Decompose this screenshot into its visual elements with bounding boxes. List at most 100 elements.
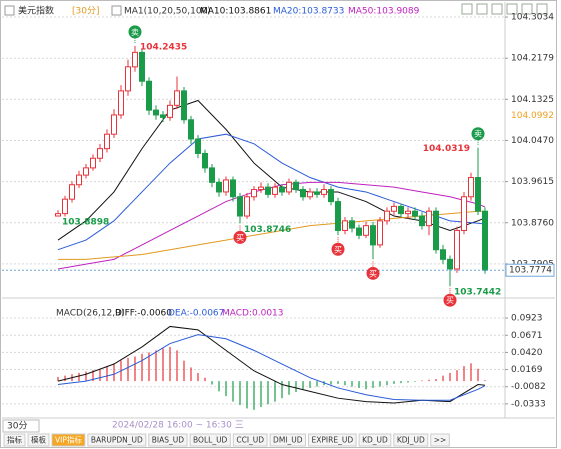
candle-body bbox=[447, 258, 453, 270]
candle-body bbox=[167, 104, 173, 118]
candle-body bbox=[181, 90, 187, 121]
icon[interactable] bbox=[476, 3, 488, 15]
y-tick-label: 104.0470 bbox=[511, 136, 554, 146]
indicator: MA1(10,20,50,100) bbox=[124, 7, 211, 17]
icon[interactable] bbox=[521, 3, 533, 15]
candle-body bbox=[426, 210, 432, 227]
legend-entry: MA10:103.8861 bbox=[200, 7, 271, 17]
tab-label[interactable]: BIAS_UD bbox=[152, 436, 184, 445]
tab-label[interactable]: 指标 bbox=[7, 435, 22, 445]
tab[interactable] bbox=[358, 433, 392, 447]
legend-entry: MA50:103.9089 bbox=[348, 7, 420, 17]
tab-label[interactable]: CCI_UD bbox=[236, 436, 264, 445]
price-label: 104.0319 bbox=[423, 144, 470, 154]
candle-body bbox=[377, 220, 383, 246]
tab[interactable] bbox=[3, 433, 26, 447]
signal-label: 卖 bbox=[474, 130, 482, 139]
tab-label[interactable]: KDJ_UD bbox=[397, 436, 425, 445]
candle-body bbox=[468, 177, 474, 198]
candle-body bbox=[258, 186, 264, 191]
y-tick-label: 103.9615 bbox=[511, 177, 554, 187]
candle-body bbox=[90, 157, 96, 169]
candle-body bbox=[237, 196, 243, 217]
tab-label[interactable]: DMI_UD bbox=[273, 436, 303, 445]
candle-body bbox=[223, 179, 229, 193]
y-tick-label: 104.2179 bbox=[511, 54, 554, 64]
signal-badge bbox=[443, 293, 457, 307]
icon bbox=[111, 5, 122, 16]
tab-label[interactable]: VIP指标 bbox=[55, 435, 82, 445]
tab[interactable] bbox=[87, 433, 147, 447]
tab[interactable] bbox=[308, 433, 357, 447]
y-tick-label: 0.0671 bbox=[511, 331, 543, 341]
y-tick-label: -0.0082 bbox=[511, 382, 546, 392]
candle-body bbox=[482, 210, 488, 271]
tab-label[interactable]: EXPIRE_UD bbox=[312, 436, 354, 445]
candle-body bbox=[69, 184, 75, 200]
candle-body bbox=[230, 179, 236, 198]
legend-entry: MACD:0.0013 bbox=[222, 309, 284, 319]
tab-label[interactable]: KD_UD bbox=[362, 436, 388, 445]
candle-body bbox=[461, 196, 467, 231]
candle-body bbox=[153, 109, 159, 116]
period-select[interactable] bbox=[2, 419, 40, 433]
candle-body bbox=[356, 227, 362, 236]
period-select-label[interactable]: 30分 bbox=[7, 421, 27, 432]
icon bbox=[4, 5, 15, 16]
candle-body bbox=[202, 152, 208, 169]
candle-body bbox=[265, 186, 271, 195]
tab[interactable] bbox=[51, 433, 86, 447]
candle-body bbox=[132, 51, 138, 68]
candle-body bbox=[146, 80, 152, 111]
y-tick-label: 104.1325 bbox=[511, 95, 554, 105]
candle-body bbox=[342, 220, 348, 231]
y-tick-label: 0.0420 bbox=[511, 348, 543, 358]
price-label: 103.8746 bbox=[244, 225, 291, 235]
last-price-tag bbox=[505, 263, 555, 277]
tab[interactable] bbox=[232, 433, 268, 447]
icon[interactable] bbox=[491, 3, 503, 15]
candle-body bbox=[97, 148, 103, 159]
candle-body bbox=[398, 205, 404, 215]
icon[interactable] bbox=[506, 3, 518, 15]
tab[interactable] bbox=[269, 433, 307, 447]
tab-label[interactable]: >> bbox=[434, 436, 447, 445]
candle-body bbox=[433, 210, 439, 251]
toolbar-icons bbox=[461, 3, 548, 15]
legend-entry: MA20:103.8733 bbox=[273, 7, 344, 17]
price-label: 103.8898 bbox=[62, 218, 109, 228]
candle-body bbox=[83, 167, 89, 176]
candle-body bbox=[391, 205, 397, 212]
signal-badge bbox=[471, 127, 485, 141]
candle-body bbox=[300, 189, 306, 198]
candle-body bbox=[55, 213, 61, 217]
cursor-date: 2024/02/28 16:00 ~ 16:30 三 bbox=[112, 421, 244, 431]
tab[interactable] bbox=[430, 433, 450, 447]
tab[interactable] bbox=[148, 433, 188, 447]
icon[interactable] bbox=[536, 3, 548, 15]
candle-body bbox=[216, 181, 222, 193]
candle-body bbox=[76, 174, 82, 186]
tab[interactable] bbox=[189, 433, 231, 447]
price-label: 103.7442 bbox=[454, 288, 501, 298]
icon[interactable] bbox=[461, 3, 473, 15]
candle-body bbox=[209, 167, 215, 183]
tab-label[interactable]: BOLL_UD bbox=[193, 436, 228, 445]
tab[interactable] bbox=[393, 433, 429, 447]
candle-body bbox=[111, 114, 117, 135]
candle-body bbox=[321, 189, 327, 195]
signal-label: 买 bbox=[236, 233, 244, 242]
candle-body bbox=[286, 181, 292, 193]
signal-badge bbox=[128, 25, 142, 39]
tab-label[interactable]: BARUPDN_UD bbox=[91, 436, 143, 445]
candle-body bbox=[272, 186, 278, 195]
candle-body bbox=[188, 119, 194, 140]
period: [30分] bbox=[72, 6, 99, 17]
candle-body bbox=[440, 249, 446, 260]
last-price-label: 103.7774 bbox=[509, 266, 552, 276]
tab-label[interactable]: 模板 bbox=[31, 435, 46, 445]
candle-body bbox=[454, 229, 460, 270]
candle-body bbox=[475, 177, 481, 212]
tab[interactable] bbox=[27, 433, 50, 447]
